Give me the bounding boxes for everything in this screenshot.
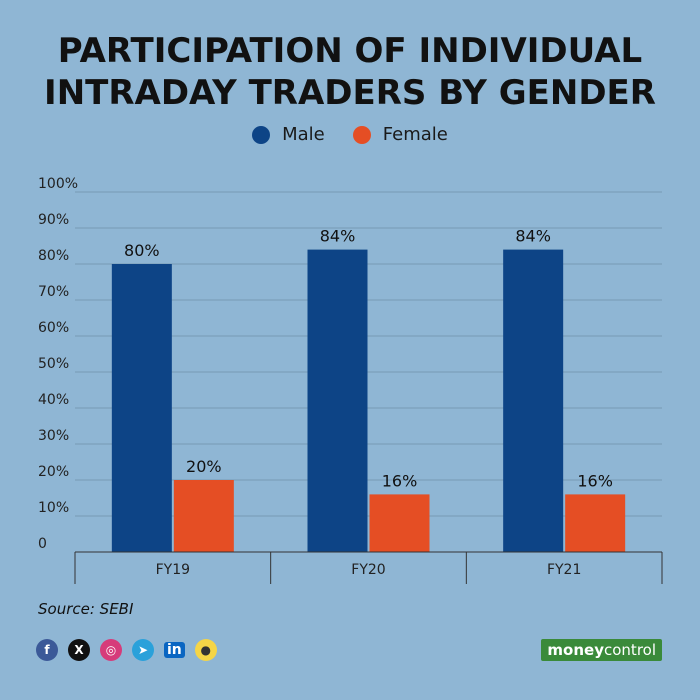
data-label-male-fy20: 84% — [320, 227, 356, 246]
y-tick-label: 90% — [38, 212, 69, 228]
bar-chart: 010%20%30%40%50%60%70%80%90%100% 80%20%8… — [38, 176, 663, 584]
chart-title-line-1: PARTICIPATION OF INDIVIDUAL — [57, 31, 643, 71]
grid-lines — [75, 191, 662, 517]
chart-title: PARTICIPATION OF INDIVIDUAL INTRADAY TRA… — [0, 30, 700, 114]
y-tick-label: 80% — [38, 248, 69, 264]
legend-label-male: Male — [282, 124, 325, 145]
telegram-icon[interactable]: ➤ — [132, 639, 154, 661]
y-tick-label: 60% — [38, 320, 69, 336]
y-tick-label: 20% — [38, 464, 69, 480]
bar-male-fy20 — [307, 249, 368, 552]
legend-swatch-female — [352, 125, 371, 144]
bar-male-fy21 — [503, 249, 564, 552]
y-tick-label: 50% — [38, 356, 69, 372]
data-label-female-fy21: 16% — [577, 471, 613, 490]
y-tick-label: 10% — [38, 500, 69, 516]
bars — [111, 249, 626, 552]
legend-item-female: Female — [352, 124, 448, 145]
instagram-icon[interactable]: ◎ — [100, 639, 122, 661]
bar-female-fy19 — [173, 480, 234, 552]
x-tick-label: FY20 — [351, 562, 385, 578]
bar-male-fy19 — [111, 264, 172, 552]
social-icons: f X ◎ ➤ in ● — [36, 639, 217, 661]
linkedin-glyph: in — [164, 642, 185, 658]
y-tick-label: 40% — [38, 392, 69, 408]
y-tick-label: 30% — [38, 428, 69, 444]
legend-swatch-male — [252, 125, 271, 144]
legend-item-male: Male — [252, 124, 325, 145]
brand-part-2: control — [604, 641, 656, 659]
bar-female-fy21 — [565, 494, 626, 552]
linkedin-icon[interactable]: in — [164, 639, 185, 661]
chart-title-line-2: INTRADAY TRADERS BY GENDER — [44, 73, 656, 113]
x-icon[interactable]: X — [68, 639, 90, 661]
x-tick-label: FY21 — [547, 562, 581, 578]
brand-part-1: money — [547, 641, 604, 659]
legend: Male Female — [0, 124, 700, 145]
y-axis-ticks: 0 10% 20% 30% 40% 50% 60% 70% 80% 90% 100% — [38, 176, 78, 552]
x-tick-label: FY19 — [156, 562, 190, 578]
data-label-male-fy21: 84% — [515, 227, 551, 246]
data-label-female-fy20: 16% — [382, 471, 418, 490]
x-axis: FY19 FY20 FY21 — [74, 551, 663, 584]
moneycontrol-logo[interactable]: moneycontrol — [541, 639, 662, 661]
y-tick-label: 0 — [38, 536, 47, 552]
data-label-female-fy19: 20% — [186, 457, 222, 476]
facebook-icon[interactable]: f — [36, 639, 58, 661]
data-labels: 80% 20% 84% 16% 84% 16% — [124, 227, 613, 491]
koo-icon[interactable]: ● — [194, 639, 217, 661]
legend-label-female: Female — [382, 124, 448, 145]
y-tick-label: 100% — [38, 176, 78, 192]
y-tick-label: 70% — [38, 284, 69, 300]
bar-female-fy20 — [369, 494, 430, 552]
source-note: Source: SEBI — [38, 600, 134, 618]
data-label-male-fy19: 80% — [124, 241, 160, 260]
